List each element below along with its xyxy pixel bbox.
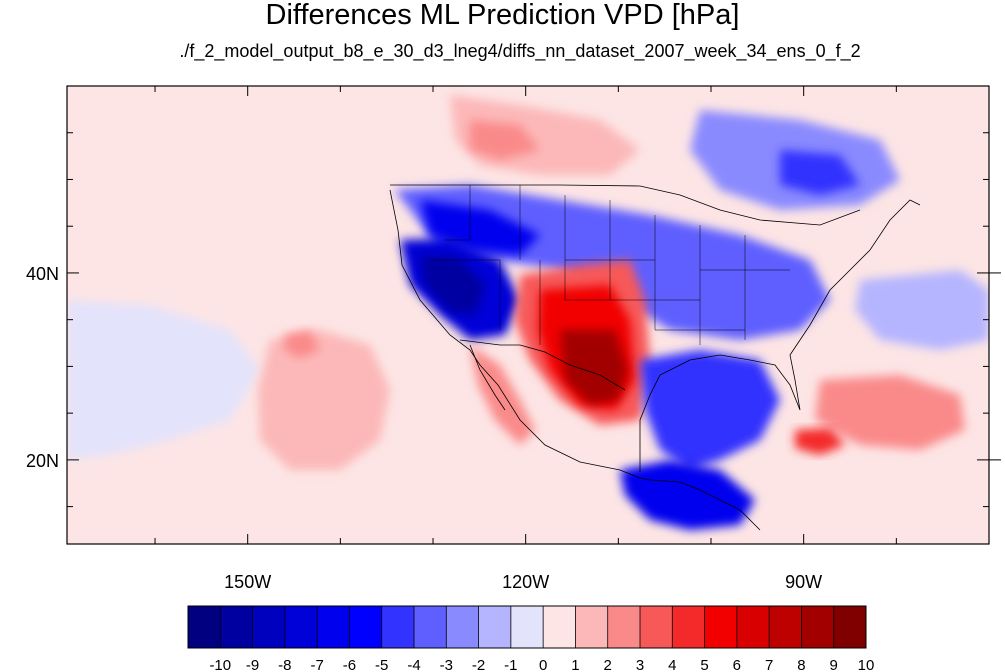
canada-east-negative-core bbox=[780, 150, 860, 195]
atlantic-positive bbox=[815, 375, 965, 450]
baja-california bbox=[469, 344, 506, 411]
canada-positive-core bbox=[470, 120, 540, 160]
colorbar-label: 10 bbox=[858, 657, 875, 672]
central-america-negative bbox=[620, 460, 755, 530]
lat-tick-label: 20N bbox=[26, 451, 59, 471]
colorbar-label: -5 bbox=[375, 657, 388, 672]
great-basin-negative-core bbox=[420, 255, 485, 315]
colorbar-label: 5 bbox=[700, 657, 708, 672]
colorbar-label: -1 bbox=[504, 657, 517, 672]
map-frame bbox=[66, 85, 990, 545]
map-plot-area: 150W 120W 90W 40N 20N bbox=[26, 85, 1001, 592]
colorbar-label: 7 bbox=[765, 657, 773, 672]
colorbar-label: -8 bbox=[278, 657, 291, 672]
colorbar-swatch bbox=[543, 606, 576, 648]
pacific-positive-patch bbox=[258, 330, 390, 470]
colorbar-swatch bbox=[478, 606, 512, 648]
colorbar-label: 9 bbox=[830, 657, 838, 672]
colorbar-label: 2 bbox=[604, 657, 612, 672]
page-title: Differences ML Prediction VPD [hPa] bbox=[265, 0, 740, 31]
colorbar-swatch bbox=[349, 606, 383, 648]
colorbar-swatch bbox=[252, 606, 286, 648]
colorbar-label: -9 bbox=[246, 657, 259, 672]
colorbar-swatch bbox=[704, 606, 738, 648]
lon-tick-label: 150W bbox=[224, 572, 271, 592]
colorbar-label: -2 bbox=[472, 657, 485, 672]
colorbar-swatch bbox=[769, 606, 802, 648]
colorbar-swatch bbox=[672, 606, 705, 648]
texas-positive-core bbox=[560, 330, 628, 405]
page-subtitle: ./f_2_model_output_b8_e_30_d3_lneg4/diff… bbox=[179, 41, 861, 61]
colorbar-label: -4 bbox=[407, 657, 420, 672]
pacific-positive-core bbox=[284, 330, 320, 358]
difference-field bbox=[67, 95, 989, 530]
colorbar-label: -6 bbox=[343, 657, 356, 672]
colorbar-label: 8 bbox=[797, 657, 805, 672]
colorbar-swatch bbox=[188, 606, 221, 648]
colorbar-label: 3 bbox=[636, 657, 644, 672]
us-mexico-border bbox=[459, 339, 626, 391]
gulf-negative bbox=[640, 350, 780, 470]
map-tick-labels: 150W 120W 90W 40N 20N bbox=[26, 264, 822, 592]
canada-us-border bbox=[390, 184, 861, 226]
colorbar-label: -10 bbox=[209, 657, 231, 672]
caribbean-positive-core bbox=[795, 428, 845, 455]
state-lines bbox=[430, 185, 790, 345]
colorbar-swatch bbox=[284, 606, 318, 648]
colorbar-swatch bbox=[833, 606, 867, 648]
colorbar-swatch bbox=[381, 606, 415, 648]
colorbar-swatch bbox=[446, 606, 479, 648]
colorbar-label: 4 bbox=[668, 657, 676, 672]
pacific-light-blue-region bbox=[67, 300, 260, 460]
colorbar-swatch bbox=[736, 606, 770, 648]
colorbar-swatch bbox=[801, 606, 835, 648]
mexico-west-positive bbox=[470, 345, 535, 445]
lon-tick-label: 90W bbox=[785, 572, 822, 592]
colorbar-label: -3 bbox=[440, 657, 453, 672]
colorbar: -10 -9 -8 -7 -6 -5 -4 -3 -2 -1 0 1 2 3 4 5 6 7 8 9 10 bbox=[187, 605, 875, 672]
colorbar-label: 6 bbox=[733, 657, 741, 672]
north-america-coastline bbox=[389, 189, 921, 531]
lon-tick-label: 120W bbox=[502, 572, 549, 592]
map-ticks bbox=[67, 85, 1001, 544]
colorbar-swatch bbox=[607, 606, 641, 648]
colorbar-swatch bbox=[220, 606, 253, 648]
colorbar-label: -7 bbox=[310, 657, 323, 672]
lat-tick-label: 40N bbox=[26, 264, 59, 284]
colorbar-swatch bbox=[640, 606, 673, 648]
colorbar-swatch bbox=[575, 606, 609, 648]
colorbar-label: 0 bbox=[539, 657, 547, 672]
colorbar-swatch bbox=[510, 606, 544, 648]
coastlines bbox=[389, 184, 921, 531]
colorbar-swatch bbox=[414, 606, 447, 648]
colorbar-label: 1 bbox=[571, 657, 579, 672]
atlantic-light-blue bbox=[855, 270, 989, 350]
colorbar-frame bbox=[187, 605, 867, 649]
colorbar-swatch bbox=[317, 606, 350, 648]
